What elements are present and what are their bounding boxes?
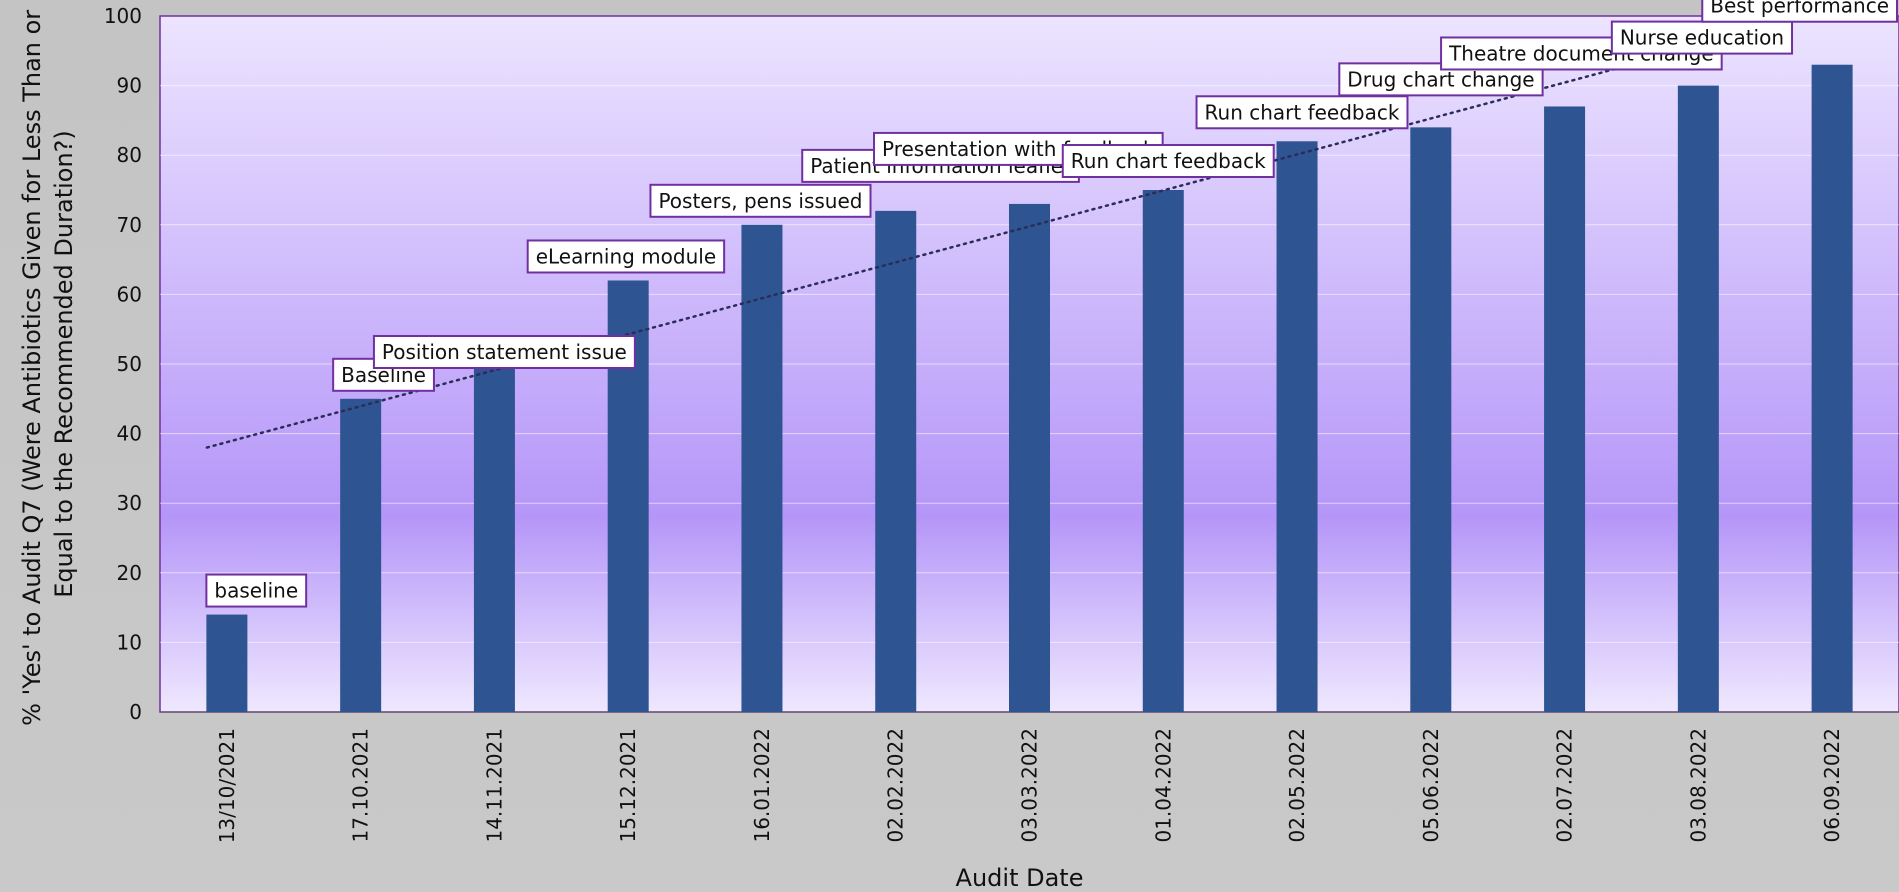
y-tick-label: 20 [117, 561, 142, 585]
x-tick-label: 15.12.2021 [616, 728, 640, 843]
bar [1142, 190, 1184, 712]
y-axis-title-line-1: % 'Yes' to Audit Q7 (Were Antibiotics Gi… [18, 10, 46, 726]
bar [473, 364, 515, 712]
annotation-box [526, 239, 726, 274]
x-tick-label: 02.07.2022 [1553, 728, 1577, 843]
y-tick-label: 30 [117, 491, 142, 515]
y-axis-title: % 'Yes' to Audit Q7 (Were Antibiotics Gi… [18, 2, 78, 726]
bar [206, 614, 248, 712]
y-tick-label: 80 [117, 143, 142, 167]
y-tick-label: 10 [117, 630, 142, 654]
x-tick-label: 03.08.2022 [1686, 728, 1710, 843]
y-tick-label: 100 [104, 4, 142, 28]
annotation-label: Run chart feedback [1205, 100, 1400, 124]
bar-series [206, 64, 1853, 713]
annotation-box [1701, 0, 1898, 23]
annotation-label: baseline [214, 579, 298, 603]
x-axis-title: Audit Date [956, 864, 1084, 892]
annotation-box [372, 335, 636, 369]
x-tick-label: 16.01.2022 [750, 728, 774, 843]
bar [340, 398, 382, 712]
annotation-callout: eLearning module [526, 239, 726, 274]
annotation-callout: Run chart feedback [1061, 144, 1275, 178]
bar [1811, 64, 1853, 713]
bar [1276, 141, 1318, 712]
x-tick-label: 13/10/2021 [215, 728, 239, 843]
y-tick-label: 40 [117, 422, 142, 446]
bar [1410, 127, 1452, 713]
x-tick-label: 02.02.2022 [884, 728, 908, 843]
bar [741, 224, 783, 713]
bar [875, 210, 917, 712]
annotation-box [205, 573, 308, 608]
annotation-box [1061, 144, 1275, 178]
x-tick-label: 06.09.2022 [1820, 728, 1844, 843]
annotation-label: Nurse education [1620, 26, 1784, 50]
annotation-label: eLearning module [536, 244, 716, 268]
bar [1677, 85, 1719, 713]
y-axis-ticks: 0 10 20 30 40 50 60 70 80 90 100 [104, 4, 142, 724]
x-tick-label: 14.11.2021 [482, 728, 506, 843]
annotation-label: Drug chart change [1347, 67, 1534, 91]
annotation-callout: baseline [205, 573, 308, 608]
annotation-box [1610, 20, 1794, 55]
annotation-label: Run chart feedback [1071, 149, 1266, 173]
x-tick-label: 02.05.2022 [1285, 728, 1309, 843]
x-tick-label: 03.03.2022 [1018, 728, 1042, 843]
x-axis-ticks: 13/10/2021 17.10.2021 14.11.2021 15.12.2021… [215, 728, 1844, 843]
annotation-label: Position statement issue [382, 340, 627, 364]
annotation-label: Posters, pens issued [658, 189, 862, 213]
annotation-callout: Position statement issue [372, 335, 636, 369]
annotation-box [649, 183, 872, 218]
x-tick-label: 05.06.2022 [1419, 728, 1443, 843]
y-tick-label: 60 [117, 282, 142, 306]
bar [1009, 203, 1050, 713]
annotation-callout: Posters, pens issued [649, 183, 872, 218]
y-tick-label: 70 [117, 213, 142, 237]
annotation-box [1195, 95, 1409, 130]
annotation-callout: Best performance [1701, 0, 1898, 23]
annotation-label: Best performance [1710, 0, 1889, 18]
x-tick-label: 01.04.2022 [1151, 728, 1175, 843]
y-tick-label: 50 [117, 352, 142, 376]
annotation-callout: Nurse education [1610, 20, 1794, 55]
trendline [205, 14, 1814, 449]
x-tick-label: 17.10.2021 [349, 728, 373, 843]
bar [1544, 106, 1586, 713]
y-tick-label: 90 [117, 74, 142, 98]
annotation-callout: Run chart feedback [1195, 95, 1409, 130]
y-axis-title-line-2: Equal to the Recommended Duration?) [50, 130, 78, 598]
y-tick-label: 0 [129, 700, 142, 724]
